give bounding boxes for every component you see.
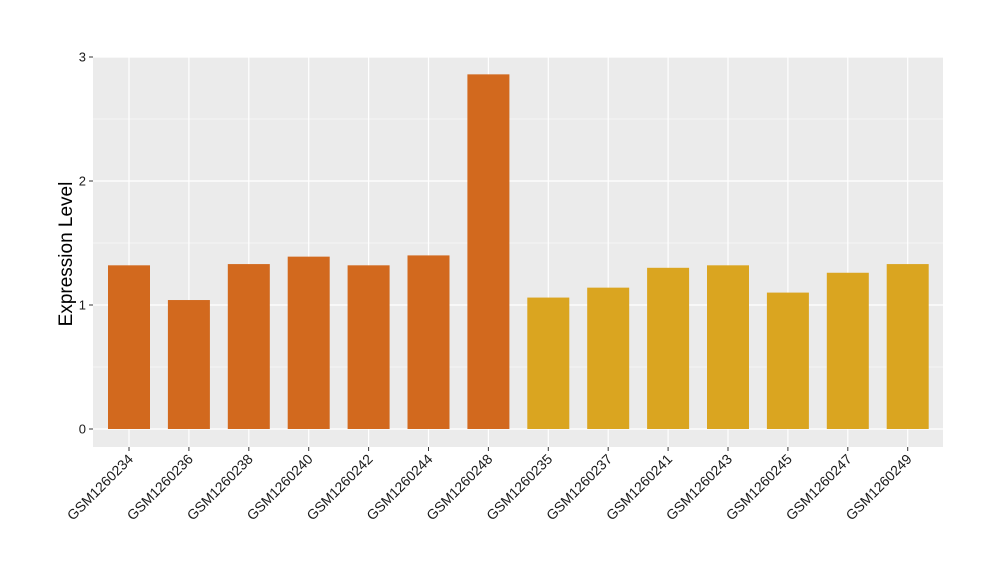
bar-gsm1260238 [227, 264, 270, 429]
y-tick-label: 1 [79, 298, 86, 313]
bar-gsm1260249 [886, 264, 929, 429]
bar-gsm1260237 [587, 287, 630, 429]
bar-gsm1260247 [826, 272, 869, 429]
bar-gsm1260235 [527, 297, 570, 429]
bar-gsm1260234 [108, 265, 150, 429]
y-axis-title: Expression Level [56, 182, 77, 327]
y-tick-label: 0 [79, 422, 86, 437]
bar-gsm1260248 [467, 74, 510, 430]
plot-panel [93, 57, 943, 447]
bar-gsm1260245 [766, 292, 809, 429]
bar-gsm1260236 [167, 300, 210, 429]
bar-gsm1260240 [287, 256, 330, 429]
bar-gsm1260243 [707, 265, 749, 429]
bar-gsm1260242 [347, 265, 390, 429]
x-axis: GSM1260234GSM1260236GSM1260238GSM1260240… [64, 447, 915, 523]
y-tick-label: 2 [79, 174, 86, 189]
bar-gsm1260241 [647, 267, 690, 429]
bar-gsm1260244 [407, 255, 450, 429]
y-tick-label: 3 [79, 50, 86, 65]
bars [108, 74, 929, 430]
y-axis: 0 1 2 3 [79, 50, 93, 437]
